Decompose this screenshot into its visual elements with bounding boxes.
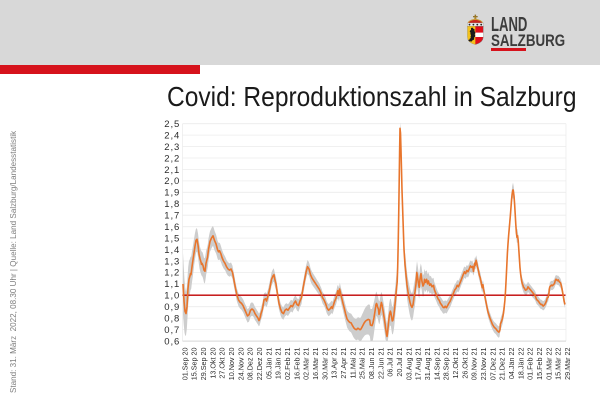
svg-text:12.Okt 21: 12.Okt 21 <box>451 348 460 379</box>
svg-text:08.Dez 20: 08.Dez 20 <box>246 347 255 380</box>
svg-text:15.Feb 22: 15.Feb 22 <box>535 348 544 380</box>
svg-text:2,2: 2,2 <box>164 153 180 164</box>
svg-text:25.Mai 21: 25.Mai 21 <box>358 348 367 380</box>
svg-text:31.Aug 21: 31.Aug 21 <box>423 348 432 381</box>
svg-text:19.Jän 21: 19.Jän 21 <box>274 348 283 380</box>
svg-text:15.Sep 20: 15.Sep 20 <box>190 348 199 381</box>
svg-text:2,3: 2,3 <box>164 142 180 153</box>
svg-text:27.Okt 20: 27.Okt 20 <box>218 348 227 379</box>
svg-text:22.Jun 21: 22.Jun 21 <box>376 348 385 380</box>
svg-text:1,2: 1,2 <box>164 268 180 279</box>
svg-text:1,3: 1,3 <box>164 256 180 267</box>
svg-text:04.Jän 22: 04.Jän 22 <box>507 347 516 379</box>
svg-text:02.Mär 21: 02.Mär 21 <box>302 348 311 380</box>
svg-text:26.Okt 21: 26.Okt 21 <box>460 348 469 379</box>
svg-text:1,4: 1,4 <box>164 245 180 256</box>
svg-text:1,9: 1,9 <box>164 188 180 199</box>
svg-text:29.Mär 22: 29.Mär 22 <box>563 348 572 380</box>
svg-text:2,1: 2,1 <box>164 165 180 176</box>
svg-text:08.Jun 21: 08.Jun 21 <box>367 348 376 380</box>
svg-text:20.Jul 21: 20.Jul 21 <box>395 347 404 376</box>
svg-text:2,4: 2,4 <box>164 130 180 141</box>
svg-text:29.Sep 20: 29.Sep 20 <box>199 348 208 381</box>
svg-text:13.Okt 20: 13.Okt 20 <box>208 348 217 379</box>
svg-text:16.Mär 21: 16.Mär 21 <box>311 348 320 380</box>
svg-text:03.Aug 21: 03.Aug 21 <box>404 348 413 381</box>
svg-text:1,0: 1,0 <box>164 291 180 302</box>
svg-text:0,7: 0,7 <box>164 325 180 336</box>
svg-text:07.Dez 21: 07.Dez 21 <box>488 347 497 380</box>
svg-text:15.Mär 22: 15.Mär 22 <box>554 348 563 380</box>
svg-text:06.Jul 21: 06.Jul 21 <box>386 347 395 376</box>
svg-text:0,9: 0,9 <box>164 302 180 313</box>
svg-text:30.Mär 21: 30.Mär 21 <box>320 348 329 380</box>
svg-text:01.Mär 22: 01.Mär 22 <box>544 348 553 380</box>
svg-text:23.Nov 21: 23.Nov 21 <box>479 347 488 380</box>
svg-text:2,0: 2,0 <box>164 176 180 187</box>
svg-text:01.Feb 22: 01.Feb 22 <box>526 348 535 380</box>
svg-text:1,1: 1,1 <box>164 279 180 290</box>
svg-text:1,8: 1,8 <box>164 199 180 210</box>
svg-text:02.Feb 21: 02.Feb 21 <box>283 348 292 380</box>
svg-text:1,6: 1,6 <box>164 222 180 233</box>
svg-text:10.Nov 20: 10.Nov 20 <box>227 347 236 380</box>
svg-text:11.Mai 21: 11.Mai 21 <box>348 347 357 378</box>
svg-text:1,5: 1,5 <box>164 233 180 244</box>
svg-text:18.Jän 22: 18.Jän 22 <box>516 348 525 380</box>
svg-text:21.Dez 21: 21.Dez 21 <box>498 347 507 380</box>
svg-text:0,6: 0,6 <box>164 336 180 347</box>
svg-text:14.Sep 21: 14.Sep 21 <box>432 348 441 381</box>
svg-text:16.Feb 21: 16.Feb 21 <box>292 348 301 380</box>
svg-text:22.Dez 20: 22.Dez 20 <box>255 347 264 380</box>
svg-text:05.Jän 21: 05.Jän 21 <box>264 348 273 380</box>
svg-text:24.Nov 20: 24.Nov 20 <box>236 347 245 380</box>
svg-text:17.Aug 21: 17.Aug 21 <box>414 348 423 381</box>
svg-text:09.Nov 21: 09.Nov 21 <box>470 347 479 380</box>
svg-text:28.Sep 21: 28.Sep 21 <box>442 348 451 381</box>
svg-text:13.Apr 21: 13.Apr 21 <box>330 348 339 379</box>
svg-text:27.Apr 21: 27.Apr 21 <box>339 348 348 379</box>
svg-text:01.Sep 20: 01.Sep 20 <box>180 348 189 381</box>
svg-text:0,8: 0,8 <box>164 314 180 325</box>
svg-text:1,7: 1,7 <box>164 211 180 222</box>
svg-text:2,5: 2,5 <box>164 119 180 130</box>
